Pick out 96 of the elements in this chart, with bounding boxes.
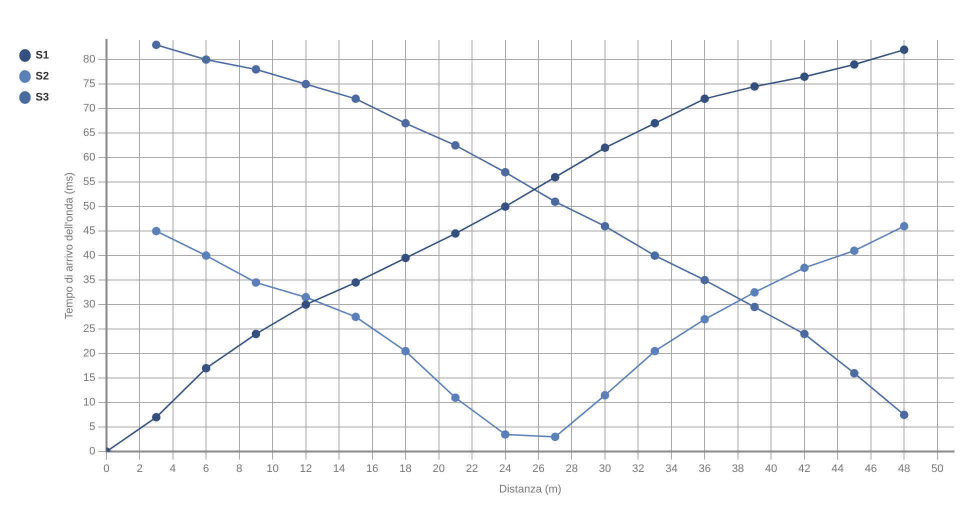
x-tick-label: 4 <box>170 463 176 476</box>
point <box>750 82 759 91</box>
x-tick-label: 48 <box>898 463 910 476</box>
point <box>850 246 859 255</box>
y-tick-label: 20 <box>83 348 96 360</box>
point <box>152 413 160 422</box>
point <box>451 141 460 150</box>
point <box>650 119 660 128</box>
point <box>700 315 709 324</box>
y-tick-label: 70 <box>83 102 96 115</box>
y-tick-label: 50 <box>83 200 96 213</box>
x-tick-label: 14 <box>332 463 346 476</box>
x-tick-label: 18 <box>399 463 412 476</box>
point <box>202 55 210 64</box>
point <box>900 410 908 420</box>
point <box>550 172 560 182</box>
point <box>800 72 809 81</box>
x-tick-label: 22 <box>466 463 478 476</box>
x-tick-label: 24 <box>499 463 512 476</box>
x-tick-label: 12 <box>300 463 312 476</box>
point <box>501 202 510 211</box>
x-tick-label: 2 <box>136 463 143 476</box>
x-tick-label: 32 <box>632 463 644 476</box>
point <box>401 346 410 356</box>
legend-label: S1 <box>36 50 49 62</box>
point <box>501 430 510 439</box>
y-tick-label: 0 <box>89 446 96 458</box>
point <box>600 144 610 152</box>
y-tick-label: 60 <box>83 152 96 164</box>
y-tick-label: 65 <box>83 127 96 140</box>
y-axis-title: Tempo di arrivo dell'onda (ms) <box>64 172 76 320</box>
point <box>451 229 460 238</box>
point <box>351 94 360 104</box>
x-tick-label: 20 <box>432 463 445 476</box>
point <box>302 293 310 302</box>
point <box>351 312 360 322</box>
point <box>302 80 310 88</box>
point <box>800 264 809 272</box>
y-tick-label: 55 <box>83 176 96 188</box>
y-tick-label: 25 <box>83 323 96 336</box>
point <box>550 197 560 206</box>
x-tick-label: 36 <box>698 463 711 476</box>
x-tick-label: 42 <box>798 463 811 476</box>
x-tick-label: 10 <box>266 463 279 476</box>
point <box>202 251 210 260</box>
y-tick-label: 10 <box>83 396 96 409</box>
y-tick-label: 15 <box>83 372 96 384</box>
point <box>900 222 908 230</box>
x-tick-label: 30 <box>598 463 612 476</box>
x-axis-title: Distanza (m) <box>499 483 562 496</box>
x-tick-label: 44 <box>832 463 844 476</box>
y-tick-label: 40 <box>83 250 96 262</box>
x-tick-label: 40 <box>765 463 778 476</box>
y-tick-label: 80 <box>83 54 96 66</box>
y-tick-label: 30 <box>83 298 96 311</box>
point <box>152 40 160 50</box>
point <box>401 254 410 262</box>
x-tick-label: 34 <box>665 463 678 476</box>
point <box>900 46 908 54</box>
point <box>202 364 210 373</box>
legend-label: S2 <box>36 70 49 83</box>
point <box>850 368 859 378</box>
x-tick-label: 26 <box>532 463 545 476</box>
point <box>252 65 260 74</box>
point <box>302 300 310 309</box>
x-tick-label: 38 <box>732 463 744 476</box>
point <box>351 278 360 287</box>
y-tick-label: 45 <box>83 225 96 238</box>
point <box>252 278 260 287</box>
legend-label: S3 <box>36 92 49 104</box>
x-tick-label: 46 <box>864 463 878 476</box>
x-tick-label: 0 <box>103 463 110 476</box>
x-tick-label: 50 <box>931 463 944 476</box>
point <box>700 276 709 284</box>
x-tick-label: 8 <box>236 463 242 476</box>
point <box>451 393 460 402</box>
point <box>252 330 260 338</box>
x-tick-label: 16 <box>366 463 378 476</box>
point <box>600 391 610 400</box>
point <box>800 330 809 338</box>
x-tick-label: 6 <box>203 463 210 476</box>
y-tick-label: 5 <box>89 421 96 434</box>
point <box>750 302 759 312</box>
point <box>501 168 510 177</box>
point <box>650 251 660 260</box>
point <box>600 222 610 230</box>
point <box>850 60 859 69</box>
y-tick-label: 75 <box>83 78 96 90</box>
y-tick-label: 35 <box>83 274 96 286</box>
point <box>401 119 410 128</box>
x-tick-label: 28 <box>566 463 578 476</box>
point <box>750 288 759 297</box>
point <box>650 346 660 356</box>
point <box>550 432 560 442</box>
point <box>152 226 160 236</box>
point <box>700 94 709 104</box>
